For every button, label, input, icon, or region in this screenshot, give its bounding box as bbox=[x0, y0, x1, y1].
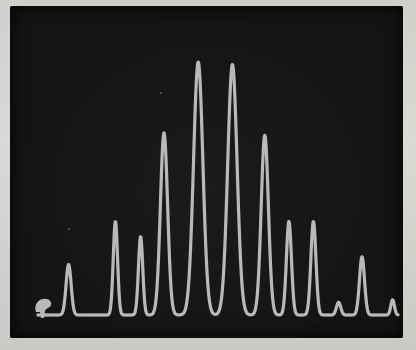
start-marker-blob bbox=[35, 298, 52, 318]
screen-speck bbox=[68, 228, 70, 230]
signal-trace bbox=[36, 60, 400, 317]
screen-speck bbox=[160, 92, 162, 94]
trace-plot bbox=[35, 60, 400, 318]
oscilloscope-screen bbox=[10, 6, 403, 338]
